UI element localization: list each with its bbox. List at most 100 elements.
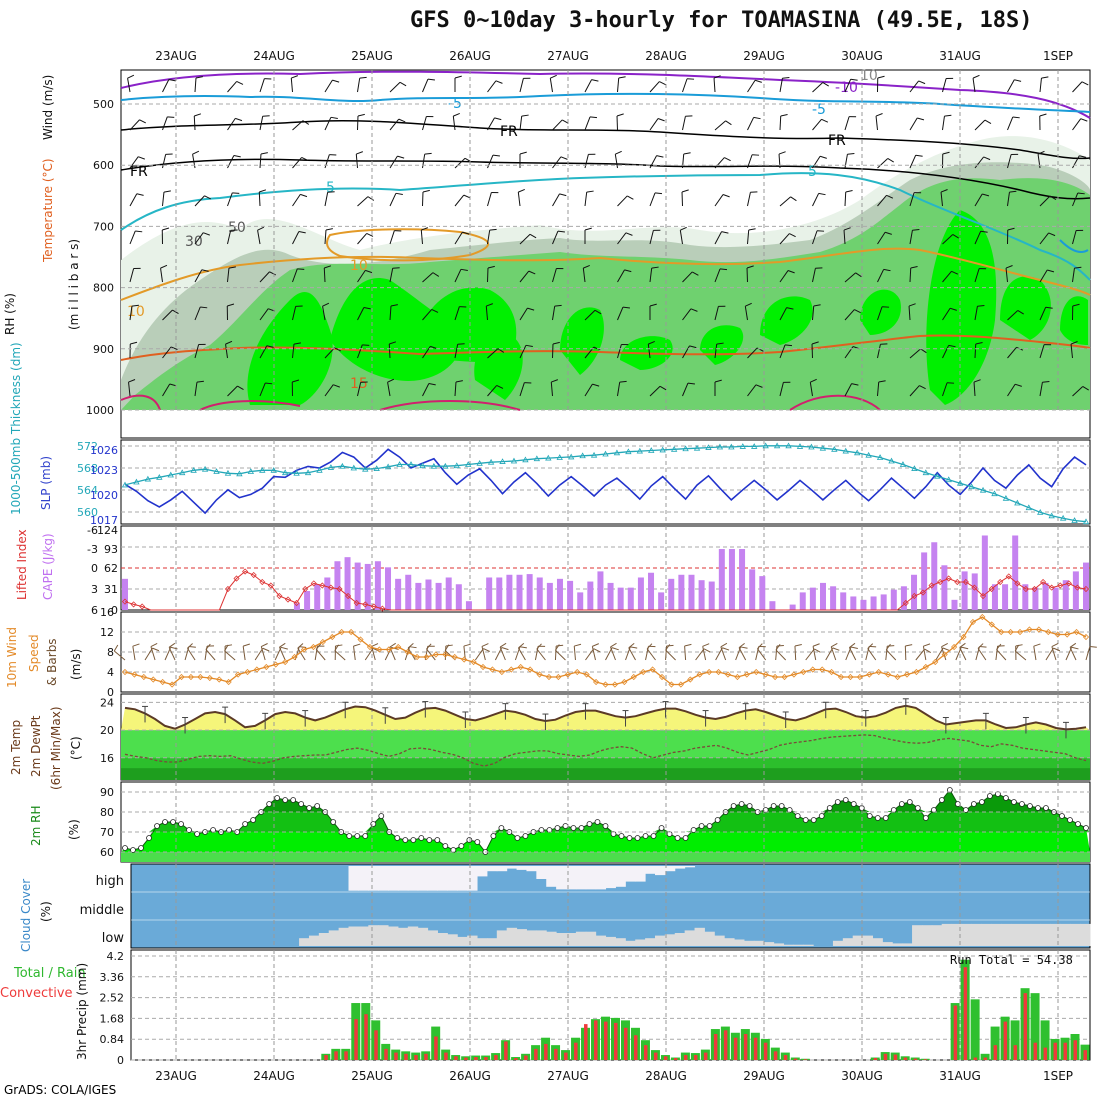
rh-point xyxy=(882,815,889,821)
rh-saturated-region xyxy=(474,334,523,400)
wind-barb-flag xyxy=(170,346,178,351)
wind-barb-shaft xyxy=(160,268,163,283)
surface-barb-flag xyxy=(611,647,619,651)
low-cloud-cell xyxy=(605,936,616,946)
low-cloud-cell xyxy=(724,938,735,946)
lifted-index-point xyxy=(911,592,918,600)
wind-barb-shaft xyxy=(324,347,335,359)
thickness-point xyxy=(693,444,701,451)
wind-speed-point xyxy=(593,678,600,686)
wind-barb-shaft xyxy=(844,383,853,397)
high-cloud-cell xyxy=(605,866,616,889)
thickness-point xyxy=(922,469,930,476)
tick-label: 500 xyxy=(93,98,114,111)
surface-barb-shaft xyxy=(481,646,486,661)
wind-axis-label-b: Speed xyxy=(27,634,41,672)
wind-barb-shaft xyxy=(779,115,782,131)
surface-barb-shaft xyxy=(536,648,546,661)
wind-barb-shaft xyxy=(747,230,750,245)
convective-precip-bar xyxy=(574,1042,578,1060)
cape-bar xyxy=(769,601,776,610)
wind-barb-shaft xyxy=(1039,382,1043,397)
wind-barb-shaft xyxy=(649,385,661,397)
wind-barb-flag xyxy=(919,385,926,390)
wind-barb-shaft xyxy=(649,155,658,169)
wind-barb-flag xyxy=(649,303,657,307)
cape-bar xyxy=(951,599,958,610)
thickness-point xyxy=(499,458,506,464)
wind-barb-flag xyxy=(648,340,655,345)
lifted-index-point xyxy=(988,585,995,593)
lifted-index-point xyxy=(302,585,309,593)
thickness-point xyxy=(1048,512,1055,519)
top-date-axis: 23AUG 24AUG 25AUG 26AUG 27AUG 28AUG 29AUG 30AUG… xyxy=(155,49,1073,63)
rh-point xyxy=(714,817,721,823)
wind-barb-flag xyxy=(324,265,332,269)
wind-barb-flag xyxy=(227,303,235,307)
wind-barb-shaft xyxy=(909,267,912,283)
isotherm-plus20-a xyxy=(120,394,161,411)
wind-barb-flag xyxy=(356,151,364,155)
surface-barb-shaft xyxy=(935,647,944,661)
wind-barb-flag xyxy=(725,120,732,126)
wind-barb-shaft xyxy=(259,78,265,93)
convective-precip-bar xyxy=(384,1048,388,1060)
wind-barb-flag xyxy=(915,154,923,157)
wind-barb-flag xyxy=(291,75,299,79)
surface-barb-shaft xyxy=(353,646,356,661)
convective-precip-bar xyxy=(394,1052,398,1060)
cape-bar xyxy=(556,578,563,610)
cape-bar xyxy=(637,577,644,610)
bottom-date-label: 25AUG xyxy=(351,1069,393,1083)
thickness-point xyxy=(613,449,621,456)
thickness-point xyxy=(876,454,884,460)
low-cloud-cell xyxy=(704,931,715,946)
low-cloud-cell xyxy=(842,938,854,946)
wind-barb-shaft xyxy=(487,154,494,169)
low-cloud-cell xyxy=(753,940,765,946)
surface-barb-flag xyxy=(592,643,599,647)
wind-barb-shaft xyxy=(812,306,815,321)
wind-speed-point xyxy=(809,666,816,673)
wind-axis-label: Wind (m/s) xyxy=(41,75,55,140)
wind-barb-shaft xyxy=(649,268,653,283)
wind-barb-shaft xyxy=(292,194,301,207)
rh-point xyxy=(642,833,649,839)
wind-barb-shaft xyxy=(649,230,654,245)
wind-barb-shaft xyxy=(779,382,784,397)
convective-precip-bar xyxy=(923,1059,928,1060)
cape-bar xyxy=(931,542,938,610)
wind-barb-shaft xyxy=(1072,386,1084,397)
wind-barb-shaft xyxy=(292,268,298,283)
surface-barb-shaft xyxy=(205,649,216,661)
wind-barb-shaft xyxy=(682,271,693,283)
credit-label: GrADS: COLA/IGES xyxy=(4,1083,117,1097)
surface-barb-flag xyxy=(188,646,196,648)
lifted-index-point xyxy=(1005,573,1012,580)
wind-barb-flag xyxy=(392,267,400,269)
wind-barb-flag xyxy=(269,271,276,276)
cloud-axis-label-a: Cloud Cover xyxy=(19,879,33,952)
wind-barb-flag xyxy=(584,227,592,231)
thickness-point xyxy=(888,457,895,464)
surface-barb-shaft xyxy=(812,646,817,661)
tick-label: 800 xyxy=(93,282,114,295)
high-cloud-cell xyxy=(378,866,389,891)
low-cloud-cell xyxy=(783,944,794,946)
wind-barb-flag xyxy=(755,384,763,388)
tick-label: 93 xyxy=(104,543,118,556)
wind-barb-flag xyxy=(912,229,920,231)
wind-barb-flag xyxy=(225,340,233,345)
wind-barb-shaft xyxy=(162,192,165,207)
wind-barb-shaft xyxy=(552,119,563,131)
wind-barb-shaft xyxy=(227,385,238,397)
surface-barb-shaft xyxy=(605,647,613,661)
cape-bar xyxy=(385,567,392,610)
wind-barb-flag xyxy=(1014,79,1022,82)
surface-barb-shaft xyxy=(371,646,376,661)
wind-barb-shaft xyxy=(487,117,495,131)
rh-area-dark xyxy=(121,790,1090,812)
wind-barb-shaft xyxy=(617,306,624,321)
wind-barb-shaft xyxy=(162,154,167,169)
wind-barb-shaft xyxy=(290,78,293,93)
